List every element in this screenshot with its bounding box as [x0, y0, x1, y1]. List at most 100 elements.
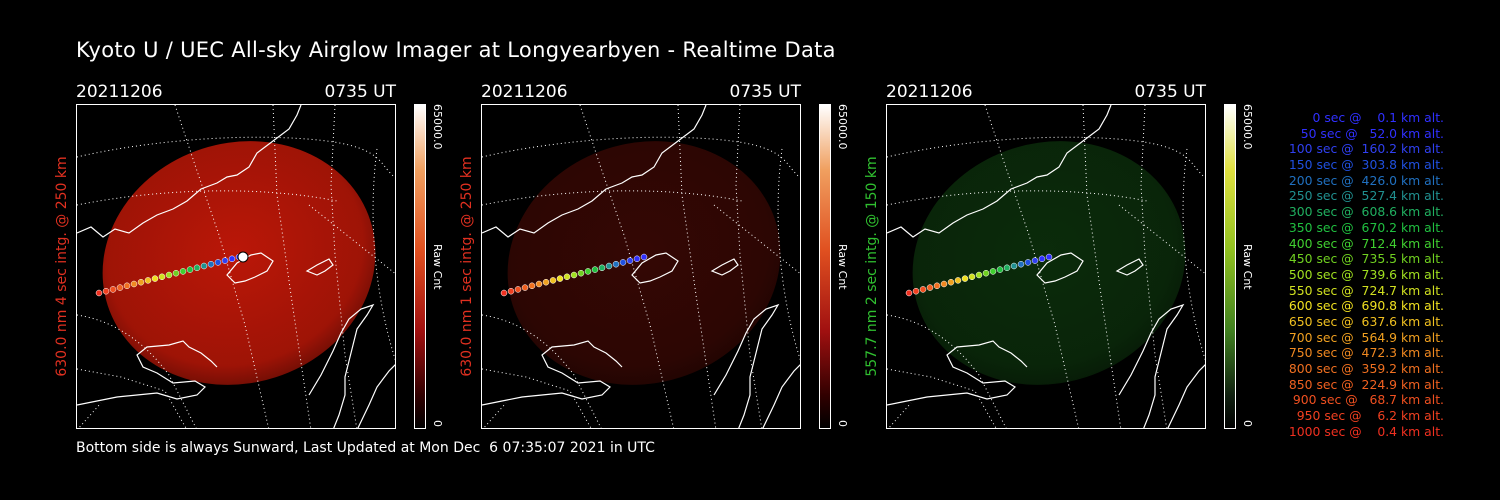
trajectory-point	[919, 286, 927, 293]
trajectory-point	[500, 289, 508, 297]
panel-date: 20211206	[481, 82, 568, 102]
coastline	[357, 364, 395, 428]
trajectory-point	[144, 277, 152, 284]
trajectory-point	[1003, 264, 1011, 272]
footer-status: Bottom side is always Sunward, Last Upda…	[76, 440, 655, 456]
island-outline	[1115, 258, 1144, 276]
trajectory-point	[528, 282, 536, 290]
legend-row: 450 sec @ 735.5 km alt.	[1284, 251, 1444, 267]
graticule-line	[735, 105, 763, 428]
coastline	[482, 105, 707, 238]
coastline	[887, 105, 1112, 238]
graticule-line	[482, 136, 800, 179]
trajectory-point	[982, 269, 990, 277]
graticule-line	[78, 402, 102, 428]
colorbar-max-label: 65000.0	[431, 104, 444, 150]
coastline	[887, 340, 1028, 406]
colorbar-unit-label: Raw Cnt	[836, 244, 849, 290]
legend-row: 200 sec @ 426.0 km alt.	[1284, 172, 1444, 188]
island-outline	[631, 252, 679, 284]
panel-time: 0735 UT	[324, 82, 397, 102]
panel-time: 0735 UT	[1134, 82, 1207, 102]
graticule-line	[713, 204, 800, 275]
trajectory-point	[912, 287, 920, 295]
trajectory-point	[947, 278, 955, 286]
trajectory-point	[905, 289, 913, 297]
panel-date: 20211206	[76, 82, 163, 102]
trajectory-point	[954, 277, 962, 284]
graticule-line	[1182, 148, 1205, 361]
trajectory-point	[1045, 253, 1053, 261]
colorbar-min-label: 0	[836, 420, 849, 427]
trajectory-legend: 0 sec @ 0.1 km alt. 50 sec @ 52.0 km alt…	[1262, 110, 1444, 439]
trajectory-point	[535, 280, 543, 288]
trajectory-point	[933, 282, 941, 290]
trajectory-point	[137, 278, 145, 286]
trajectory-point	[1038, 255, 1046, 263]
trajectory-point	[584, 268, 592, 275]
graticule-line	[777, 148, 800, 361]
legend-row: 850 sec @ 224.9 km alt.	[1284, 376, 1444, 392]
trajectory-point	[1017, 260, 1025, 268]
legend-row: 250 sec @ 527.4 km alt.	[1284, 188, 1444, 204]
island-outline	[710, 258, 739, 276]
graticule-line	[330, 105, 358, 428]
graticule-line	[888, 402, 912, 428]
allsky-image	[886, 104, 1206, 429]
graticule-line	[77, 136, 395, 179]
panel-wavelength-label: 557.7 nm 2 sec intg. @ 150 km	[864, 156, 880, 377]
trajectory-point	[507, 287, 515, 295]
island-outline	[1036, 252, 1084, 284]
trajectory-point	[633, 255, 641, 263]
trajectory-point	[109, 286, 117, 293]
trajectory-point	[1010, 262, 1018, 270]
graticule-line	[677, 105, 717, 428]
trajectory-point	[207, 260, 215, 268]
trajectory-point	[577, 269, 585, 277]
allsky-image	[76, 104, 396, 429]
trajectory-point	[640, 253, 648, 261]
station-marker	[237, 251, 249, 263]
trajectory-point	[542, 278, 550, 286]
coastline	[713, 303, 780, 428]
graticule-line	[1118, 204, 1205, 275]
trajectory-point	[102, 287, 110, 295]
legend-row: 500 sec @ 739.6 km alt.	[1284, 266, 1444, 282]
coastline	[482, 340, 623, 406]
coastline	[1118, 303, 1185, 428]
trajectory-point	[214, 259, 222, 266]
trajectory-point	[926, 284, 934, 291]
trajectory-point	[186, 266, 194, 273]
panel-time: 0735 UT	[729, 82, 802, 102]
coastline	[762, 364, 800, 428]
trajectory-point	[598, 264, 606, 272]
legend-row: 700 sec @ 564.9 km alt.	[1284, 329, 1444, 345]
trajectory-point	[200, 262, 208, 270]
graticule-line	[308, 204, 395, 275]
trajectory-point	[549, 277, 557, 284]
graticule-line	[1082, 105, 1122, 428]
legend-row: 750 sec @ 472.3 km alt.	[1284, 345, 1444, 361]
airglow-disc	[102, 141, 376, 385]
legend-row: 300 sec @ 608.6 km alt.	[1284, 204, 1444, 220]
page-title: Kyoto U / UEC All-sky Airglow Imager at …	[76, 38, 836, 62]
trajectory-point	[605, 262, 613, 270]
trajectory-point	[996, 266, 1004, 273]
island-outline	[305, 258, 334, 276]
legend-row: 150 sec @ 303.8 km alt.	[1284, 157, 1444, 173]
trajectory-point	[961, 275, 969, 282]
trajectory-point	[989, 268, 997, 275]
legend-row: 100 sec @ 160.2 km alt.	[1284, 141, 1444, 157]
colorbar-max-label: 65000.0	[836, 104, 849, 150]
colorbar-unit-label: Raw Cnt	[1241, 244, 1254, 290]
trajectory-point	[158, 273, 166, 281]
trajectory-point	[179, 268, 187, 275]
colorbar	[819, 104, 831, 429]
coastline	[1167, 364, 1205, 428]
trajectory-point	[570, 271, 578, 279]
allsky-image	[481, 104, 801, 429]
legend-row: 0 sec @ 0.1 km alt.	[1300, 110, 1444, 125]
panel-date: 20211206	[886, 82, 973, 102]
trajectory-point	[968, 273, 976, 281]
trajectory-point	[172, 269, 180, 277]
